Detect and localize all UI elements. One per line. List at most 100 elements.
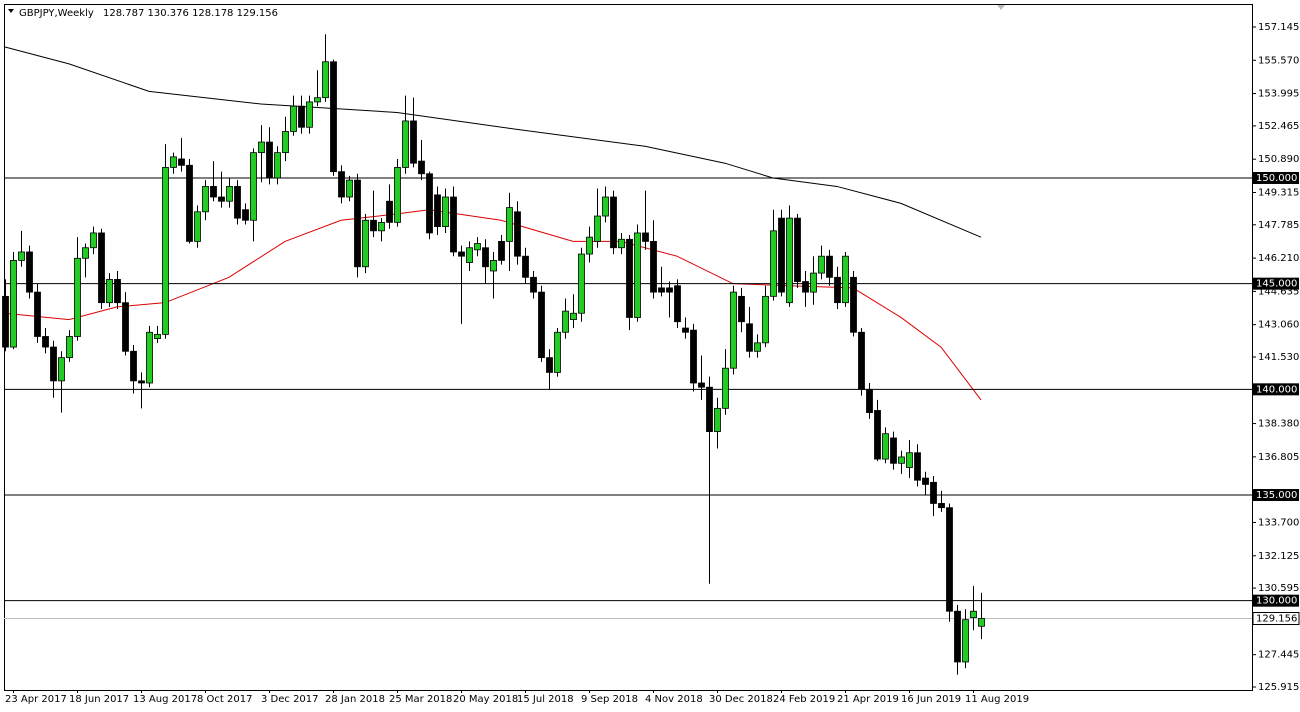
candle-body [266, 141, 273, 179]
x-tick-label: 25 Mar 2018 [389, 694, 452, 705]
candle-body [178, 158, 185, 166]
candle-body [98, 232, 105, 304]
header-open: 128.787 [103, 8, 144, 19]
candle-body [90, 232, 97, 249]
y-tick-label: 130.595 [1258, 583, 1299, 594]
candle-body [146, 331, 153, 384]
candle-body [562, 310, 569, 333]
candle-body [242, 209, 249, 221]
candle-body [530, 276, 537, 293]
candle-body [770, 230, 777, 297]
candle-body [394, 167, 401, 223]
candle-body [458, 251, 465, 257]
candle-body [522, 255, 529, 278]
candle-body [810, 272, 817, 293]
chart-header: GBPJPY,Weekly 128.787 130.376 128.178 12… [19, 8, 278, 19]
candle-body [82, 247, 89, 259]
candle-body [154, 333, 161, 340]
y-tick-label: 127.445 [1258, 650, 1299, 661]
candle-body [818, 255, 825, 274]
candle-body [410, 120, 417, 164]
candle-body [258, 141, 265, 154]
candle-body [282, 131, 289, 154]
candle-body [370, 219, 377, 232]
candle-body [898, 456, 905, 464]
x-tick-label: 18 Jun 2017 [69, 694, 129, 705]
level-label-box [1253, 277, 1299, 290]
level-label-box [1253, 171, 1299, 184]
candle-body [402, 120, 409, 168]
candle-body [434, 194, 441, 228]
price-label: 129.156 [1256, 614, 1297, 625]
candle-body [618, 238, 625, 249]
candle-body [442, 196, 449, 228]
candle-body [802, 281, 809, 293]
x-tick-label: 21 Apr 2019 [837, 694, 899, 705]
candle-body [610, 196, 617, 249]
candle-body [474, 243, 481, 251]
candle-body [874, 410, 881, 460]
candle-body [834, 276, 841, 304]
candle-body [962, 619, 969, 663]
candle-body [866, 388, 873, 413]
candle-body [690, 329, 697, 384]
candle-body [930, 481, 937, 504]
candle-body [58, 357, 65, 382]
y-tick-label: 136.805 [1258, 452, 1299, 463]
candle-body [578, 253, 585, 314]
candle-body [162, 167, 169, 335]
y-tick-label: 138.380 [1258, 419, 1299, 430]
candle-body [354, 179, 361, 268]
candle-body [482, 247, 489, 268]
x-tick-label: 15 Jul 2018 [517, 694, 574, 705]
candle-body [914, 452, 921, 481]
menu-triangle[interactable] [8, 9, 14, 13]
level-label: 140.000 [1256, 384, 1297, 395]
level-label: 130.000 [1256, 596, 1297, 607]
candle-body [26, 251, 33, 293]
candle-body [634, 232, 641, 318]
y-tick-label: 150.890 [1258, 154, 1299, 165]
candle-body [642, 232, 649, 242]
level-label: 145.000 [1256, 279, 1297, 290]
candle-body [66, 336, 73, 359]
candle-body [730, 291, 737, 369]
candle-body [106, 279, 113, 304]
level-label: 150.000 [1256, 173, 1297, 184]
candle-body [842, 255, 849, 304]
candle-body [74, 257, 81, 337]
candle-body [674, 285, 681, 323]
y-tick-label: 141.530 [1258, 352, 1299, 363]
candle-body [490, 260, 497, 272]
x-tick-label: 20 May 2018 [453, 694, 518, 705]
candle-body [666, 287, 673, 293]
candle-body [514, 211, 521, 257]
candle-body [746, 323, 753, 352]
y-tick-label: 157.145 [1258, 22, 1299, 33]
candle-body [186, 164, 193, 242]
y-tick-label: 149.315 [1258, 187, 1299, 198]
candle-body [274, 152, 281, 179]
candle-body [778, 217, 785, 293]
candle-body [210, 186, 217, 198]
candle-body [546, 357, 553, 373]
header-close: 129.156 [237, 8, 278, 19]
candle-body [114, 279, 121, 304]
y-tick-label: 146.210 [1258, 253, 1299, 264]
candle-body [498, 240, 505, 261]
candle-body [426, 173, 433, 234]
plot-frame [4, 4, 1253, 691]
candle-body [714, 407, 721, 432]
x-tick-label: 11 Aug 2019 [965, 694, 1029, 705]
x-tick-label: 24 Feb 2019 [773, 694, 835, 705]
candle-body [626, 238, 633, 318]
candle-body [762, 295, 769, 344]
shift-marker[interactable] [997, 5, 1005, 10]
candle-body [586, 236, 593, 255]
candle-body [2, 295, 9, 348]
x-tick-label: 16 Jun 2019 [901, 694, 961, 705]
candle-body [698, 382, 705, 388]
candle-body [682, 327, 689, 333]
